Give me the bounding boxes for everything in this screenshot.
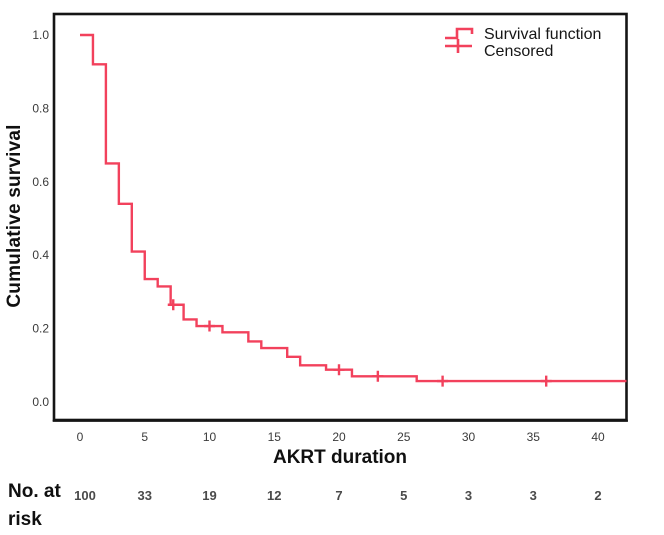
x-tick-label: 20 <box>332 430 346 444</box>
x-tick-label: 15 <box>268 430 282 444</box>
risk-count: 100 <box>74 488 96 503</box>
x-axis-title: AKRT duration <box>272 447 408 468</box>
survival-curve <box>80 33 627 383</box>
x-tick-label: 25 <box>397 430 411 444</box>
y-tick-label: 0.6 <box>32 175 49 189</box>
legend-label-survival-function: Survival function <box>484 26 602 43</box>
y-tick-label: 0.8 <box>32 101 49 115</box>
risk-count: 7 <box>335 488 342 503</box>
risk-count: 12 <box>267 488 281 503</box>
risk-table-label: No. at risk <box>8 481 61 530</box>
y-axis-title: Cumulative survival <box>4 124 25 308</box>
censor-mark <box>333 364 345 376</box>
x-tick-label: 5 <box>141 430 148 444</box>
x-tick-label: 10 <box>203 430 217 444</box>
risk-count: 3 <box>530 488 537 503</box>
y-tick-label: 0.4 <box>32 248 49 262</box>
x-tick-label: 40 <box>591 430 605 444</box>
risk-count: 2 <box>594 488 601 503</box>
legend-label-censored: Censored <box>484 43 554 60</box>
risk-count: 19 <box>202 488 216 503</box>
censor-mark <box>372 370 384 382</box>
risk-count: 33 <box>138 488 152 503</box>
x-tick-label: 0 <box>77 430 84 444</box>
y-tick-label: 1.0 <box>32 28 49 42</box>
x-tick-label: 30 <box>462 430 476 444</box>
censor-mark <box>437 375 449 387</box>
plot-border <box>52 12 628 422</box>
censor-mark <box>204 320 215 332</box>
x-tick-label: 35 <box>527 430 541 444</box>
survival-function-legend-icon <box>445 27 474 40</box>
y-tick-label: 0.2 <box>32 322 49 336</box>
censor-mark <box>167 299 179 311</box>
censor-mark <box>540 375 552 387</box>
censored-legend-icon <box>445 39 472 53</box>
risk-count: 3 <box>465 488 472 503</box>
risk-count: 5 <box>400 488 407 503</box>
y-tick-label: 0.0 <box>32 395 49 409</box>
